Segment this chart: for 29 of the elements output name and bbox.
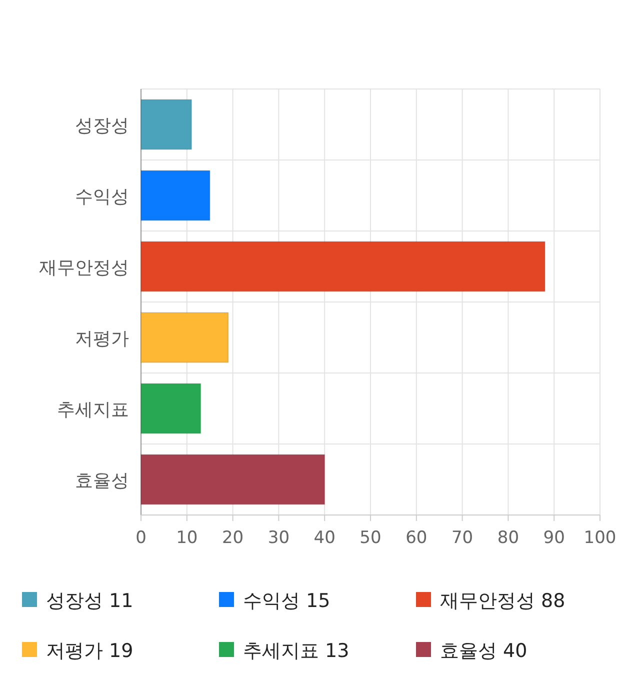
- bar: [140, 241, 546, 292]
- x-tick-label: 30: [268, 528, 290, 548]
- bar: [140, 170, 210, 221]
- text: 추세지표 13: [243, 640, 350, 662]
- x-tick-label: 10: [176, 528, 198, 548]
- x-tick-label: 50: [360, 528, 382, 548]
- y-tick-label: 효율성: [75, 470, 129, 492]
- text: 수익성 15: [243, 590, 330, 612]
- x-tick-label: 40: [314, 528, 336, 548]
- text: 재무안정성 88: [440, 590, 566, 612]
- text: 효율성 40: [440, 640, 528, 662]
- y-tick-label: 추세지표: [57, 400, 129, 420]
- y-tick-label: 재무안정성: [39, 258, 129, 278]
- x-tick-label: 0: [136, 528, 146, 548]
- text: 성장성 11: [46, 590, 134, 612]
- x-tick-label: 60: [406, 528, 428, 548]
- bar: [140, 99, 192, 150]
- y-tick-label: 성장성: [75, 116, 129, 136]
- bar: [140, 383, 202, 434]
- x-tick-label: 20: [222, 528, 244, 548]
- x-tick-label: 70: [451, 528, 474, 548]
- y-tick-label: 저평가: [75, 328, 129, 350]
- bar: [140, 312, 229, 363]
- x-tick-label: 100: [584, 528, 616, 548]
- x-tick-label: 80: [497, 528, 520, 548]
- bar: [140, 454, 326, 505]
- y-tick-label: 수익성: [75, 186, 129, 208]
- x-tick-label: 90: [543, 528, 565, 548]
- text: 저평가 19: [46, 640, 134, 662]
